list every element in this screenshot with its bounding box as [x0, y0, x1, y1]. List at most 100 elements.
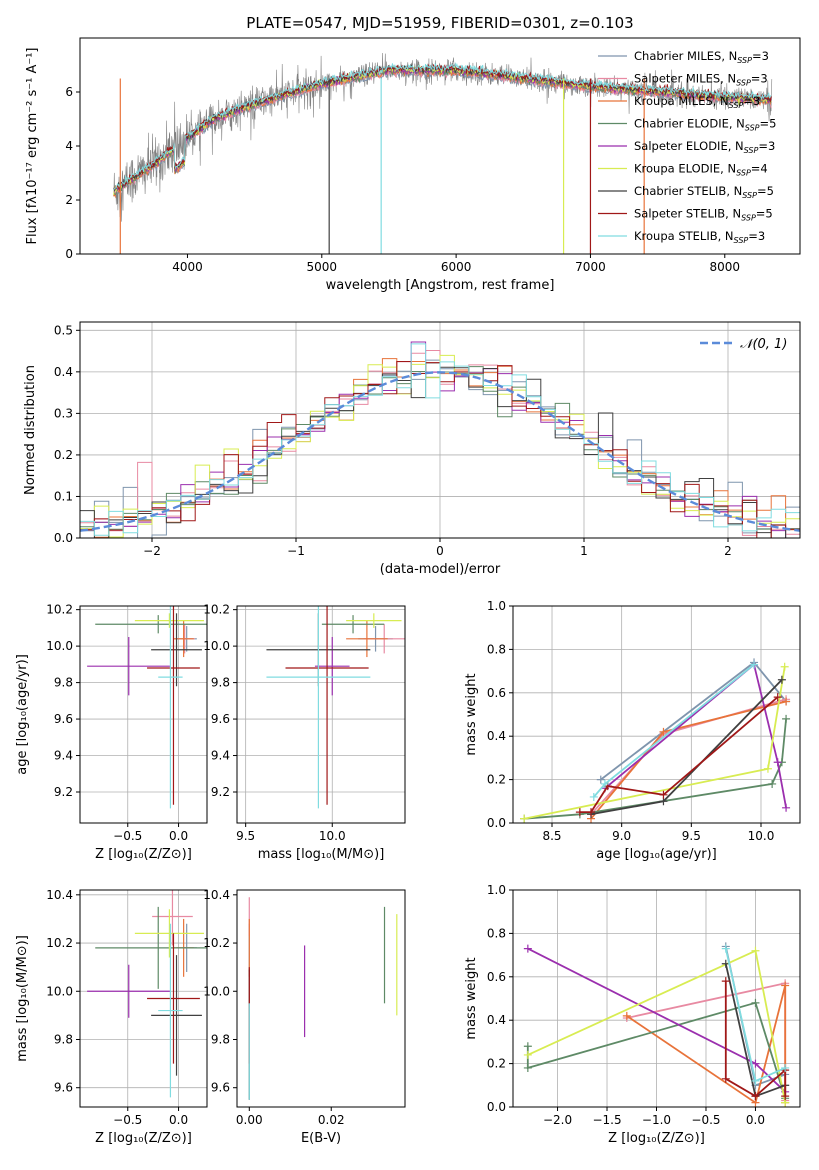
y-tick-label: 10.0 — [203, 639, 230, 653]
x-tick-label: 0.0 — [746, 1113, 765, 1127]
x-tick-label: 5000 — [307, 260, 338, 274]
y-tick-label: 10.0 — [203, 984, 230, 998]
x-tick-label: 9.5 — [682, 829, 701, 843]
x-tick-label: 8.5 — [542, 829, 561, 843]
weight-marker-chabrier-stelib — [777, 675, 786, 684]
weight-marker-salpeter-stelib — [751, 1092, 760, 1101]
weight-marker-kroupa-stelib — [750, 660, 759, 669]
y-tick-label: 10.2 — [46, 936, 73, 950]
plot-frame — [236, 889, 406, 1108]
y-tick-label: 9.8 — [211, 676, 230, 690]
weight-marker-chabrier-elodie — [768, 779, 777, 788]
plot-frame — [79, 889, 208, 1108]
weight-marker-chabrier-miles — [596, 775, 605, 784]
weight-marker-kroupa-stelib — [589, 792, 598, 801]
y-tick-label: 0.3 — [54, 406, 73, 420]
y-tick-label: 0.0 — [487, 1100, 506, 1114]
x-tick-label: −1 — [287, 544, 305, 558]
y-tick-label: 0.4 — [487, 729, 506, 743]
y-tick-label: 1.0 — [487, 883, 506, 897]
y-tick-label: 10.2 — [203, 603, 230, 617]
weight-marker-salpeter-stelib — [721, 977, 730, 986]
y-tick-label: 0.2 — [54, 448, 73, 462]
y-axis-label: mass weight — [464, 673, 479, 755]
weight-marker-kroupa-miles — [782, 697, 791, 706]
legend-label: Kroupa ELODIE, NSSP=4 — [634, 162, 768, 178]
y-tick-label: 10.2 — [46, 603, 73, 617]
x-axis-label: Z [log₁₀(Z/Z⊙)] — [95, 1131, 192, 1146]
y-tick-label: 0.2 — [487, 1057, 506, 1071]
y-tick-label: 9.6 — [54, 1081, 73, 1095]
x-tick-label: 1 — [580, 544, 588, 558]
plot-frame — [236, 605, 406, 824]
y-tick-label: 9.6 — [211, 712, 230, 726]
x-tick-label: 10.0 — [748, 829, 775, 843]
weight-line-kroupa-miles — [626, 985, 787, 1105]
x-tick-label: −2 — [143, 544, 161, 558]
weight-marker-kroupa-miles — [622, 1011, 631, 1020]
weight-marker-chabrier-elodie — [751, 998, 760, 1007]
weight-marker-salpeter-stelib — [587, 808, 596, 817]
x-tick-label: 9.0 — [612, 829, 631, 843]
y-tick-label: 0.4 — [487, 1013, 506, 1027]
x-tick-label: −0.5 — [113, 1113, 142, 1127]
y-tick-label: 9.2 — [54, 785, 73, 799]
x-tick-label: 0.0 — [169, 1113, 188, 1127]
y-tick-label: 10.2 — [203, 936, 230, 950]
weight-marker-kroupa-stelib — [721, 944, 730, 953]
weight-line-salpeter-elodie — [604, 662, 787, 808]
weight-marker-salpeter-elodie — [773, 758, 782, 767]
spectrum-model-salpeter-elodie — [113, 64, 772, 194]
weight-marker-salpeter-stelib — [781, 1092, 790, 1101]
y-tick-label: 0.8 — [487, 642, 506, 656]
y-axis-label: age [log₁₀(age/yr)] — [15, 654, 30, 775]
y-tick-label: 0.4 — [54, 365, 73, 379]
y-tick-label: 2 — [65, 193, 73, 207]
y-tick-label: 10.0 — [46, 984, 73, 998]
plot-frame — [512, 605, 801, 824]
y-axis-label: mass [log₁₀(M/M⊙)] — [15, 935, 30, 1062]
legend-label: Chabrier MILES, NSSP=3 — [634, 49, 769, 65]
weight-marker-salpeter-stelib — [659, 790, 668, 799]
y-tick-label: 9.8 — [211, 1032, 230, 1046]
x-axis-label: age [log₁₀(age/yr)] — [596, 847, 717, 862]
x-tick-label: 6000 — [441, 260, 472, 274]
y-axis-label: mass weight — [464, 957, 479, 1039]
weight-marker-salpeter-elodie — [751, 1059, 760, 1068]
weight-marker-salpeter-stelib — [721, 1074, 730, 1083]
y-tick-label: 6 — [65, 85, 73, 99]
spectrum-model-kroupa-stelib — [113, 62, 772, 191]
y-tick-label: 0.6 — [487, 686, 506, 700]
x-tick-label: 0 — [436, 544, 444, 558]
y-tick-label: 0.0 — [487, 816, 506, 830]
weight-marker-salpeter-elodie — [523, 944, 532, 953]
legend-label: Salpeter STELIB, NSSP=5 — [634, 207, 773, 223]
y-tick-label: 9.2 — [211, 785, 230, 799]
weight-marker-kroupa-stelib — [751, 1076, 760, 1085]
y-tick-label: 10.4 — [46, 888, 73, 902]
weight-marker-kroupa-elodie — [520, 814, 529, 823]
normal-curve — [79, 371, 801, 532]
x-tick-label: −0.5 — [113, 829, 142, 843]
x-axis-label: E(B-V) — [301, 1131, 341, 1146]
plot-frame — [79, 605, 208, 824]
y-tick-label: 0.1 — [54, 489, 73, 503]
y-tick-label: 9.8 — [54, 676, 73, 690]
y-tick-label: 0.8 — [487, 926, 506, 940]
y-tick-label: 9.8 — [54, 1032, 73, 1046]
weight-marker-chabrier-elodie — [523, 1042, 532, 1051]
y-tick-label: 9.6 — [211, 1081, 230, 1095]
x-tick-label: 9.5 — [236, 829, 255, 843]
x-tick-label: 0.02 — [318, 1113, 345, 1127]
y-tick-label: 0.2 — [487, 773, 506, 787]
x-tick-label: 4000 — [172, 260, 203, 274]
x-tick-label: 0.0 — [169, 829, 188, 843]
x-tick-label: 2 — [724, 544, 732, 558]
y-tick-label: 0 — [65, 247, 73, 261]
y-tick-label: 9.6 — [54, 712, 73, 726]
y-tick-label: 10.4 — [203, 888, 230, 902]
y-tick-label: 0.5 — [54, 323, 73, 337]
x-tick-label: −0.5 — [691, 1113, 720, 1127]
x-axis-label: (data-model)/error — [380, 562, 501, 577]
legend-label: Kroupa STELIB, NSSP=3 — [634, 229, 765, 245]
